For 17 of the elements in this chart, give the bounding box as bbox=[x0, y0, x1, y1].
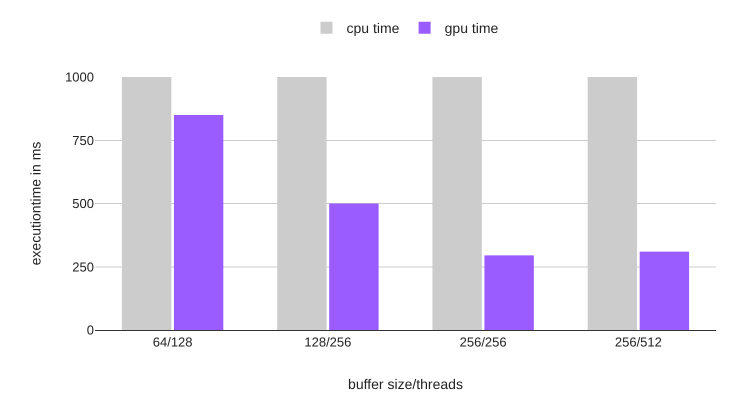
y-axis-title: executiontime in ms bbox=[28, 142, 44, 266]
bar bbox=[484, 255, 534, 330]
x-tick-label: 256/256 bbox=[460, 334, 507, 350]
y-tick-label: 250 bbox=[72, 259, 94, 274]
bar bbox=[174, 114, 224, 330]
y-tick-label: 750 bbox=[72, 132, 94, 148]
y-tick-label: 500 bbox=[72, 196, 94, 212]
x-tick-label: 256/512 bbox=[614, 334, 662, 350]
x-axis-title: buffer size/threads bbox=[348, 376, 463, 392]
legend-label: gpu time bbox=[444, 20, 499, 36]
y-tick-label: 1000 bbox=[65, 70, 94, 85]
x-tick-label: 128/256 bbox=[304, 334, 352, 350]
bar bbox=[329, 204, 379, 330]
legend-label: cpu time bbox=[346, 20, 400, 36]
bar bbox=[640, 252, 690, 330]
y-tick-label: 0 bbox=[86, 322, 94, 338]
x-tick-label: 64/128 bbox=[152, 334, 193, 350]
